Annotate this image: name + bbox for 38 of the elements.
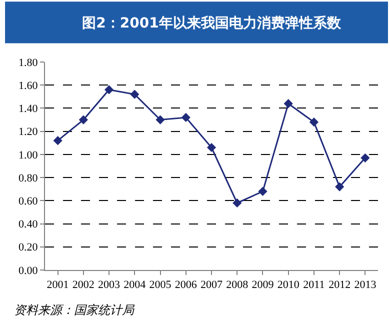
point — [104, 85, 114, 94]
x-tick-label: 2007 — [200, 279, 223, 292]
point — [181, 112, 190, 122]
y-tick-label: 1.60 — [18, 80, 38, 92]
point — [156, 115, 165, 124]
x-tick-label: 2013 — [354, 279, 377, 292]
x-tick-label: 2006 — [174, 279, 198, 292]
x-tick-label: 2004 — [124, 279, 146, 292]
point — [335, 182, 344, 192]
point — [284, 99, 293, 108]
x-tick-label: 2010 — [277, 279, 300, 292]
point — [130, 90, 140, 99]
point — [206, 142, 216, 152]
x-tick-label: 2008 — [226, 279, 249, 292]
y-tick-label: 0.40 — [18, 218, 38, 231]
point — [258, 186, 268, 196]
x-tick-label: 2011 — [303, 279, 325, 292]
y-tick-label: 0.80 — [18, 172, 38, 184]
text: 资料来源：国家统计局 — [14, 303, 135, 317]
y-tick-label: 1.40 — [18, 103, 38, 116]
y-tick-label: 0.20 — [18, 242, 38, 254]
x-tick-label: 2012 — [328, 279, 351, 292]
point — [53, 136, 62, 146]
y-tick-label: 0.00 — [18, 264, 38, 277]
x-tick-label: 2001 — [46, 279, 69, 292]
y-tick-label: 0.60 — [18, 196, 38, 208]
y-tick-label: 1.80 — [18, 56, 38, 69]
x-tick-label: 2003 — [98, 279, 121, 292]
point — [309, 118, 319, 127]
y-tick-label: 1.20 — [18, 126, 38, 138]
point — [78, 115, 88, 124]
x-tick-label: 2005 — [149, 279, 172, 292]
y-tick-label: 1.00 — [18, 149, 38, 162]
point — [232, 198, 242, 208]
x-tick-label: 2009 — [252, 279, 274, 292]
chart-title: 图2：2001年以来我国电力消费弹性系数 — [82, 14, 342, 32]
point — [360, 153, 370, 162]
x-tick-label: 2002 — [72, 279, 94, 292]
